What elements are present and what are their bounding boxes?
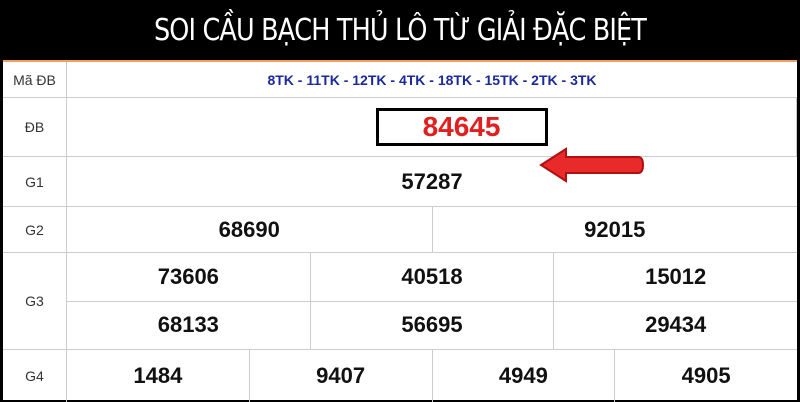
row-label: G3 <box>3 253 67 349</box>
page-title: SOI CẦU BẠCH THỦ LÔ TỪ GIẢI ĐẶC BIỆT <box>153 12 647 48</box>
special-prize-cell: 84645 <box>67 98 797 156</box>
prize-number: 68690 <box>67 207 433 252</box>
row-db: ĐB 84645 <box>3 98 797 183</box>
row-g1: G1 57287 <box>3 157 797 207</box>
prize-number: 68133 <box>67 301 311 349</box>
prize-number: 1484 <box>67 350 250 402</box>
prize-number: 56695 <box>311 301 555 349</box>
row-label: ĐB <box>3 98 67 156</box>
row-label: G2 <box>3 207 67 252</box>
prize-number: 73606 <box>67 253 311 301</box>
red-left-arrow-icon <box>539 147 645 183</box>
row-label: G1 <box>3 157 67 206</box>
prize-number: 29434 <box>645 312 707 338</box>
lottery-results-table: Mã ĐB 8TK - 11TK - 12TK - 4TK - 18TK - 1… <box>3 60 797 402</box>
prize-number: 4905 <box>681 363 731 388</box>
prize-number: 9407 <box>250 350 433 402</box>
row-ma-db: Mã ĐB 8TK - 11TK - 12TK - 4TK - 18TK - 1… <box>3 62 797 98</box>
prize-number: 15012 <box>645 263 707 289</box>
special-codes: 8TK - 11TK - 12TK - 4TK - 18TK - 15TK - … <box>267 71 597 88</box>
row-label: Mã ĐB <box>3 62 67 97</box>
special-prize-number: 84645 <box>375 108 548 146</box>
prize-number: 57287 <box>401 168 463 194</box>
row-label: G4 <box>3 350 67 402</box>
prize-number: 92015 <box>584 216 646 242</box>
row-g4: G4 1484 9407 4949 4905 <box>3 350 797 402</box>
row-g2: G2 68690 92015 <box>3 207 797 253</box>
prize-number: 40518 <box>311 253 555 301</box>
prize-number: 4949 <box>433 350 616 402</box>
row-g3: G3 73606 40518 15012 68133 56695 29434 <box>3 253 797 350</box>
